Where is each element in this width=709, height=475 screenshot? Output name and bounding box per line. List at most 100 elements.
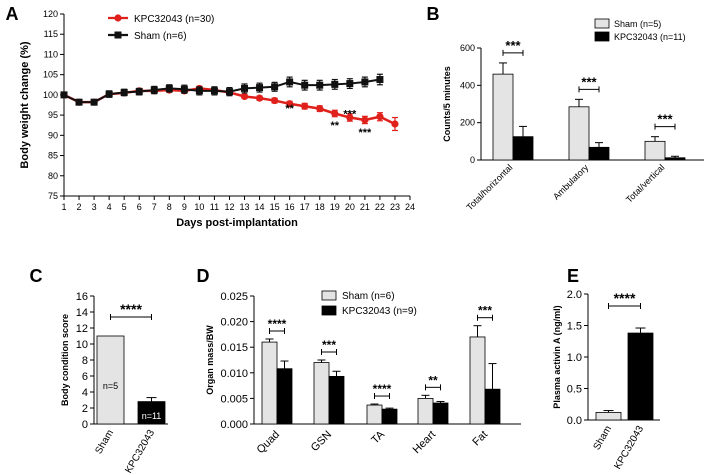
panel-a-x-tick-label: 15 bbox=[270, 202, 280, 212]
panel-a-sham-point bbox=[361, 78, 369, 86]
panel-d-x-tick-label: TA bbox=[369, 428, 387, 446]
panel-a-y-tick-label: 115 bbox=[44, 29, 58, 39]
panel-a-x-tick-label: 21 bbox=[360, 202, 370, 212]
panel-a-x-tick-label: 5 bbox=[122, 202, 127, 212]
panel-a-x-tick-label: 10 bbox=[194, 202, 204, 212]
panel-d-significance-label: ** bbox=[428, 373, 438, 387]
panel-letter-c: C bbox=[30, 266, 43, 286]
panel-b-legend-swatch-kpc bbox=[594, 31, 610, 42]
panel-b-bar-kpc bbox=[664, 157, 686, 161]
panel-a-y-tick-label: 110 bbox=[44, 49, 58, 59]
panel-c-y-tick-label: 16 bbox=[76, 291, 88, 303]
panel-a-kpc-point bbox=[331, 109, 339, 118]
panel-b-y-tick-label: 0 bbox=[470, 155, 475, 165]
panel-a-sham-point bbox=[135, 88, 143, 96]
panel-a-kpc-point bbox=[286, 100, 294, 108]
panel-c-y-tick-label: 12 bbox=[76, 323, 88, 335]
panel-b-y-tick-label: 400 bbox=[460, 80, 475, 90]
panel-a-significance: *** bbox=[358, 127, 372, 139]
panel-a-legend-marker-kpc bbox=[114, 14, 122, 22]
panel-a-sham-point bbox=[180, 85, 188, 93]
panel-a-significance: ** bbox=[285, 103, 294, 115]
panel-c-y-tick-label: 14 bbox=[76, 307, 88, 319]
panel-b-y-tick-label: 600 bbox=[460, 43, 475, 53]
panel-c-x-tick-label: Sham bbox=[94, 428, 117, 456]
panel-d-y-tick-label: 0.000 bbox=[220, 419, 248, 431]
panel-d-significance-label: *** bbox=[478, 304, 492, 318]
panel-d-x-tick-label: Fat bbox=[470, 429, 490, 449]
panel-c-y-tick-label: 0 bbox=[82, 419, 88, 431]
panel-a-sham-point bbox=[301, 81, 309, 89]
panel-d-bar-kpc bbox=[484, 388, 501, 425]
panel-a-kpc-point bbox=[391, 120, 399, 128]
panel-a-kpc-point bbox=[255, 94, 264, 102]
panel-b-significance-label: *** bbox=[657, 112, 673, 127]
panel-a-y-tick-label: 120 bbox=[43, 9, 58, 19]
panel-b-bar-kpc bbox=[588, 146, 610, 161]
panel-a-y-tick-label: 80 bbox=[48, 171, 58, 181]
panel-a-x-tick-label: 14 bbox=[255, 202, 265, 212]
panel-a-series-line-sham bbox=[63, 78, 381, 104]
panel-a-sham-point bbox=[75, 98, 83, 106]
panel-a-x-tick-label: 24 bbox=[405, 202, 415, 212]
panel-a-sham-point bbox=[346, 80, 354, 88]
panel-c-y-tick-label: 4 bbox=[82, 387, 88, 399]
panel-d-y-tick-label: 0.005 bbox=[220, 393, 248, 405]
panel-a-x-tick-label: 22 bbox=[375, 202, 385, 212]
panel-a-sham-point bbox=[90, 98, 98, 106]
panel-b-legend-swatch-sham bbox=[594, 18, 610, 29]
panel-c-bar-sham bbox=[96, 335, 125, 425]
panel-d-bar-kpc bbox=[432, 402, 449, 425]
panel-a-x-tick-label: 6 bbox=[137, 202, 142, 212]
panel-d-bar-sham bbox=[469, 336, 486, 425]
panel-d-bar-sham bbox=[261, 341, 278, 425]
panel-a-sham-point bbox=[195, 87, 203, 95]
panel-letter-a: A bbox=[6, 4, 19, 24]
panel-d-x-tick-label: Quad bbox=[255, 429, 283, 457]
panel-d-legend-label-sham: Sham (n=6) bbox=[342, 291, 395, 302]
panel-b-bar-sham bbox=[568, 106, 590, 161]
panel-a-x-tick-label: 20 bbox=[345, 202, 355, 212]
panel-d-bar-kpc bbox=[328, 375, 345, 425]
panel-c-x-tick-label: KPC32043 bbox=[123, 428, 157, 475]
panel-a-kpc-point bbox=[301, 102, 309, 110]
panel-a-sham-point bbox=[165, 84, 173, 92]
panel-a-x-tick-label: 1 bbox=[61, 202, 66, 212]
panel-c-y-tick-label: 2 bbox=[82, 403, 88, 415]
panel-a-kpc-point bbox=[271, 96, 279, 105]
panel-a-sham-point bbox=[256, 84, 264, 92]
panel-a-x-tick-label: 19 bbox=[330, 202, 340, 212]
panel-c-y-tick-label: 10 bbox=[76, 339, 88, 351]
panel-b-significance-label: *** bbox=[505, 38, 521, 53]
panel-a-x-label: Days post-implantation bbox=[176, 217, 298, 229]
panel-a-x-tick-label: 7 bbox=[152, 202, 157, 212]
panel-b-bar-sham bbox=[492, 73, 514, 161]
panel-a-sham-point bbox=[210, 87, 218, 95]
panel-a-sham-point bbox=[225, 88, 233, 96]
panel-c-y-tick-label: 6 bbox=[82, 371, 88, 383]
panel-e-y-tick-label: 0.5 bbox=[567, 384, 582, 396]
panel-a-x-tick-label: 11 bbox=[210, 202, 219, 212]
panel-e-x-tick-label: KPC32043 bbox=[612, 424, 646, 472]
panel-a-x-tick-label: 9 bbox=[182, 202, 187, 212]
panel-a-sham-point bbox=[150, 86, 158, 94]
panel-a-legend-label-sham: Sham (n=6) bbox=[134, 31, 187, 42]
panel-a-x-tick-label: 17 bbox=[300, 202, 310, 212]
panel-a-legend-label-kpc: KPC32043 (n=30) bbox=[134, 14, 214, 25]
panel-letter-d: D bbox=[197, 266, 210, 286]
panel-d-y-tick-label: 0.020 bbox=[220, 317, 248, 329]
panel-d-significance-label: **** bbox=[268, 317, 287, 331]
panel-a-kpc-point bbox=[346, 113, 354, 122]
panel-b-y-tick-label: 200 bbox=[460, 118, 475, 128]
panel-d-y-tick-label: 0.015 bbox=[220, 342, 248, 354]
panel-d-legend-swatch-kpc bbox=[321, 305, 337, 316]
panel-a-x-tick-label: 3 bbox=[92, 202, 97, 212]
panel-b-x-tick-label: Total/horizontal bbox=[465, 162, 515, 212]
panel-a-x-tick-label: 13 bbox=[240, 202, 250, 212]
panel-a-x-tick-label: 2 bbox=[77, 202, 82, 212]
panel-d-legend-swatch-sham bbox=[321, 290, 337, 301]
panel-a-sham-point bbox=[241, 84, 249, 92]
panel-a-x-tick-label: 12 bbox=[224, 202, 234, 212]
panel-a-sham-point bbox=[331, 80, 339, 88]
